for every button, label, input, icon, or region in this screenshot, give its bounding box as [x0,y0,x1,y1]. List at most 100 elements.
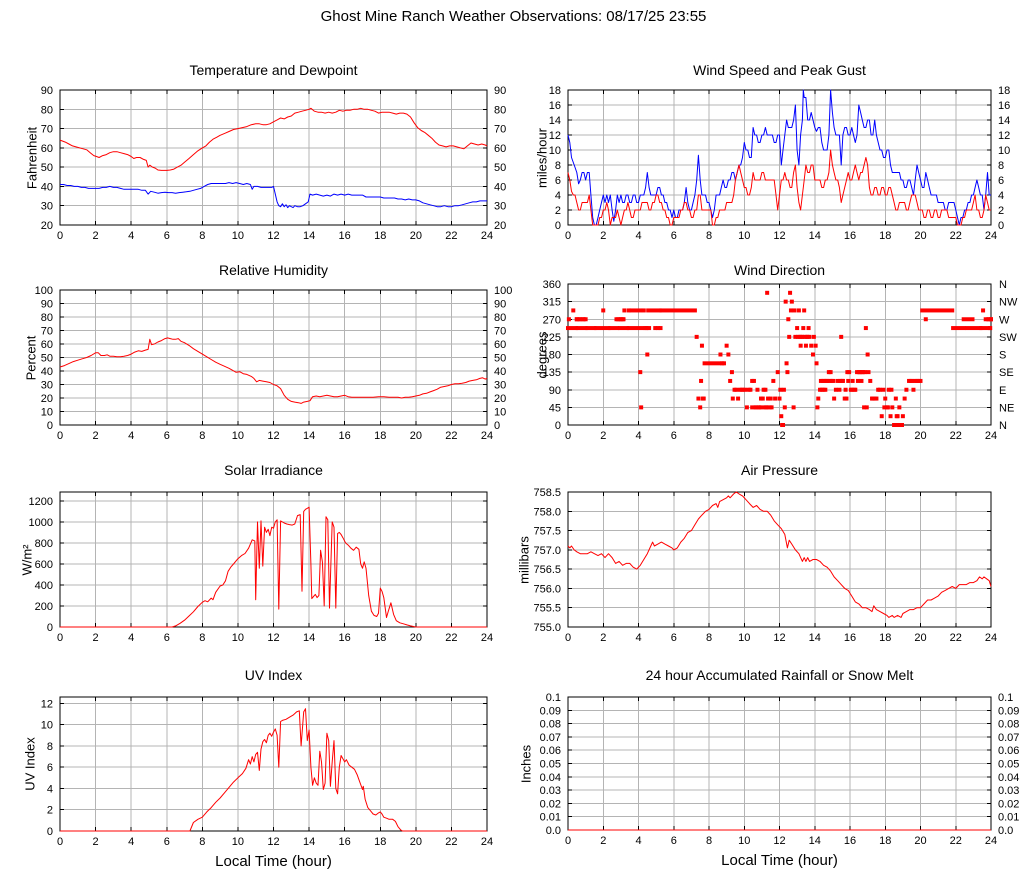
svg-text:70: 70 [494,124,506,136]
svg-text:16: 16 [844,632,856,644]
svg-text:2: 2 [93,632,99,644]
svg-text:10: 10 [738,632,750,644]
svg-text:20: 20 [914,835,926,847]
y-axis-label: Inches [518,744,534,783]
svg-text:4: 4 [635,430,641,442]
svg-text:0.02: 0.02 [998,798,1019,810]
svg-text:14: 14 [303,230,315,242]
svg-text:0.1: 0.1 [546,692,561,704]
svg-text:40: 40 [494,366,506,378]
svg-text:40: 40 [41,181,53,193]
svg-text:22: 22 [445,632,457,644]
svg-text:0: 0 [494,420,500,432]
svg-text:4: 4 [635,230,641,242]
svg-text:10: 10 [232,230,244,242]
svg-text:2: 2 [93,230,99,242]
svg-text:70: 70 [41,326,53,338]
svg-text:2: 2 [600,230,606,242]
svg-text:20: 20 [914,230,926,242]
chart-wind-direction: 0 2 4 6 8 10 12 14 16 18 20 22 24 0 N 45 NE 90 E 135 SE 180 S 2… [514,255,1027,455]
svg-text:0.07: 0.07 [998,732,1019,744]
svg-text:8: 8 [199,430,205,442]
svg-text:0.01: 0.01 [998,812,1019,824]
svg-text:1200: 1200 [29,496,53,508]
y-axis-label: miles/hour [534,127,550,188]
svg-text:30: 30 [41,201,53,213]
svg-text:50: 50 [494,162,506,174]
svg-text:12: 12 [549,130,561,142]
svg-text:18: 18 [998,85,1010,97]
svg-text:20: 20 [410,836,422,848]
svg-text:30: 30 [41,380,53,392]
svg-text:4: 4 [128,230,134,242]
svg-text:18: 18 [879,430,891,442]
svg-text:4: 4 [998,190,1004,202]
chart-title: 24 hour Accumulated Rainfall or Snow Mel… [645,667,914,683]
svg-text:30: 30 [494,201,506,213]
svg-text:100: 100 [494,285,512,297]
svg-text:24: 24 [985,835,997,847]
svg-text:6: 6 [671,835,677,847]
svg-text:SE: SE [999,367,1014,379]
svg-text:6: 6 [671,230,677,242]
svg-text:135: 135 [543,367,561,379]
svg-text:22: 22 [950,230,962,242]
svg-text:4: 4 [555,190,561,202]
y-axis-label: W/m² [19,543,35,576]
svg-text:758.0: 758.0 [533,506,561,518]
svg-text:2: 2 [600,430,606,442]
svg-text:0.05: 0.05 [540,759,561,771]
svg-text:14: 14 [809,632,821,644]
svg-text:4: 4 [128,632,134,644]
svg-text:12: 12 [267,230,279,242]
svg-text:16: 16 [844,430,856,442]
svg-text:4: 4 [635,632,641,644]
svg-text:755.5: 755.5 [533,603,561,615]
svg-text:600: 600 [35,559,53,571]
chart-uv-index: 0 2 4 6 8 10 12 14 16 18 20 22 24 0 2 4 6 8 10 12 UV Index … [0,660,513,878]
svg-text:0: 0 [57,230,63,242]
svg-text:NE: NE [999,402,1014,414]
svg-text:0: 0 [57,632,63,644]
svg-text:10: 10 [494,407,506,419]
y-axis-label: Fahrenheit [24,126,40,189]
page-title: Ghost Mine Ranch Weather Observations: 0… [320,8,707,25]
svg-text:6: 6 [555,175,561,187]
svg-text:20: 20 [41,393,53,405]
svg-text:400: 400 [35,580,53,592]
svg-text:2: 2 [47,805,53,817]
svg-text:40: 40 [494,181,506,193]
svg-text:0.03: 0.03 [540,785,561,797]
svg-text:18: 18 [374,836,386,848]
svg-text:757.5: 757.5 [533,526,561,538]
svg-text:24: 24 [481,632,493,644]
svg-text:8: 8 [199,230,205,242]
svg-text:270: 270 [543,314,561,326]
svg-text:755.0: 755.0 [533,622,561,634]
svg-text:10: 10 [41,407,53,419]
svg-text:NW: NW [999,297,1018,309]
svg-text:22: 22 [950,632,962,644]
svg-text:8: 8 [998,160,1004,172]
svg-text:90: 90 [494,299,506,311]
svg-text:22: 22 [445,430,457,442]
svg-text:14: 14 [303,836,315,848]
svg-text:0.1: 0.1 [998,692,1013,704]
svg-text:10: 10 [232,632,244,644]
y-axis-label: degrees [534,331,550,378]
svg-text:10: 10 [549,145,561,157]
svg-text:180: 180 [543,350,561,362]
svg-text:12: 12 [998,130,1010,142]
svg-text:18: 18 [879,632,891,644]
svg-text:20: 20 [41,220,53,232]
svg-text:6: 6 [671,632,677,644]
svg-text:6: 6 [164,430,170,442]
svg-text:225: 225 [543,332,561,344]
svg-text:60: 60 [494,339,506,351]
svg-text:0: 0 [555,420,561,432]
svg-text:60: 60 [41,339,53,351]
svg-text:22: 22 [445,230,457,242]
svg-text:18: 18 [374,230,386,242]
svg-text:2: 2 [93,430,99,442]
svg-text:14: 14 [809,230,821,242]
